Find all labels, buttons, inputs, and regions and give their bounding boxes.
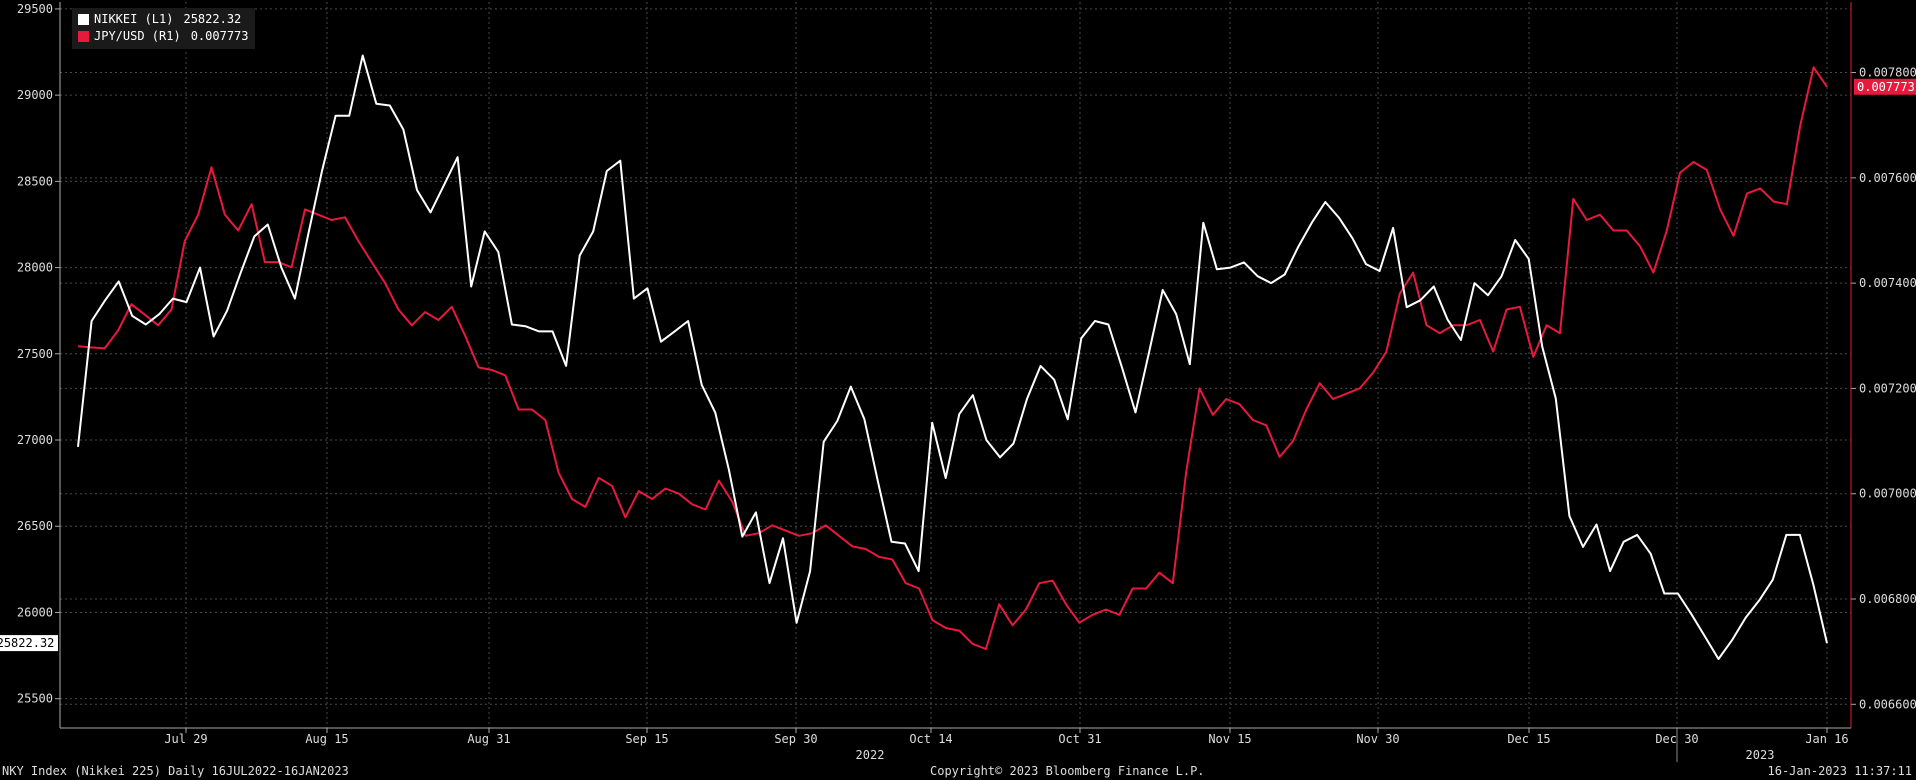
- grid-lines: [60, 2, 1851, 728]
- y-left-tick-label: 29500: [17, 2, 53, 16]
- y-right-tick-label: 0.007800: [1859, 66, 1916, 80]
- x-tick-label: Oct 14: [909, 732, 952, 746]
- x-tick-label: Jul 29: [164, 732, 207, 746]
- y-right-tick-label: 0.007600: [1859, 171, 1916, 185]
- x-tick-label: Jan 16: [1805, 732, 1848, 746]
- last-value-tag-jpyusd-bg: [1854, 78, 1916, 95]
- year-label: 2023: [1746, 748, 1775, 762]
- y-left-tick-label: 27500: [17, 347, 53, 361]
- legend-entry-jpyusd: JPY/USD (R1) 0.007773: [78, 28, 249, 45]
- y-left-tick-label: 28500: [17, 174, 53, 188]
- series-line-jpyusd: [77, 66, 1828, 650]
- y-right-tick-label: 0.006600: [1859, 697, 1916, 711]
- legend-swatch-nikkei: [78, 14, 89, 25]
- legend-entry-nikkei: NIKKEI (L1) 25822.32: [78, 11, 249, 28]
- x-tick-label: Sep 30: [774, 732, 817, 746]
- year-label: 2022: [856, 748, 885, 762]
- series-line-nikkei: [77, 54, 1828, 660]
- last-value-tag-jpyusd: 0.007773: [1857, 80, 1915, 94]
- legend-label-nikkei: NIKKEI (L1): [94, 12, 174, 26]
- series-lines: [77, 54, 1828, 660]
- footer-copyright: Copyright© 2023 Bloomberg Finance L.P.: [930, 764, 1205, 778]
- legend-swatch-jpyusd: [78, 31, 89, 42]
- x-tick-label: Aug 31: [467, 732, 510, 746]
- tick-labels: Jul 29 Aug 15 Aug 31 Sep 15 Sep 30 Oct 14 Oct …: [0, 2, 1916, 762]
- legend-value-jpyusd: 0.007773: [190, 29, 249, 43]
- y-right-tick-label: 0.007400: [1859, 276, 1916, 290]
- x-tick-label: Nov 15: [1208, 732, 1251, 746]
- footer-timestamp: 16-Jan-2023 11:37:11: [1767, 764, 1913, 778]
- last-value-tag-nikkei: 25822.32: [0, 636, 54, 650]
- y-left-tick-label: 26000: [17, 605, 53, 619]
- x-tick-label: Sep 15: [625, 732, 668, 746]
- legend-label-jpyusd: JPY/USD (R1): [94, 29, 181, 43]
- x-tick-label: Oct 31: [1058, 732, 1101, 746]
- axes: [55, 2, 1856, 762]
- y-right-tick-label: 0.007000: [1859, 487, 1916, 501]
- x-tick-label: Aug 15: [305, 732, 348, 746]
- x-tick-label: Dec 15: [1507, 732, 1550, 746]
- x-tick-label: Nov 30: [1356, 732, 1399, 746]
- y-right-tick-label: 0.006800: [1859, 592, 1916, 606]
- y-left-tick-label: 25500: [17, 692, 53, 706]
- y-left-tick-label: 29000: [17, 88, 53, 102]
- y-left-tick-label: 27000: [17, 433, 53, 447]
- x-tick-label: Dec 30: [1655, 732, 1698, 746]
- y-left-tick-label: 28000: [17, 261, 53, 275]
- last-value-tag-nikkei-bg: [0, 635, 59, 652]
- legend-value-nikkei: 25822.32: [183, 12, 242, 26]
- legend: NIKKEI (L1) 25822.32 JPY/USD (R1) 0.0077…: [72, 8, 255, 49]
- y-left-tick-label: 26500: [17, 519, 53, 533]
- y-right-tick-label: 0.007200: [1859, 381, 1916, 395]
- footer-security-info: NKY Index (Nikkei 225) Daily 16JUL2022-1…: [2, 764, 349, 778]
